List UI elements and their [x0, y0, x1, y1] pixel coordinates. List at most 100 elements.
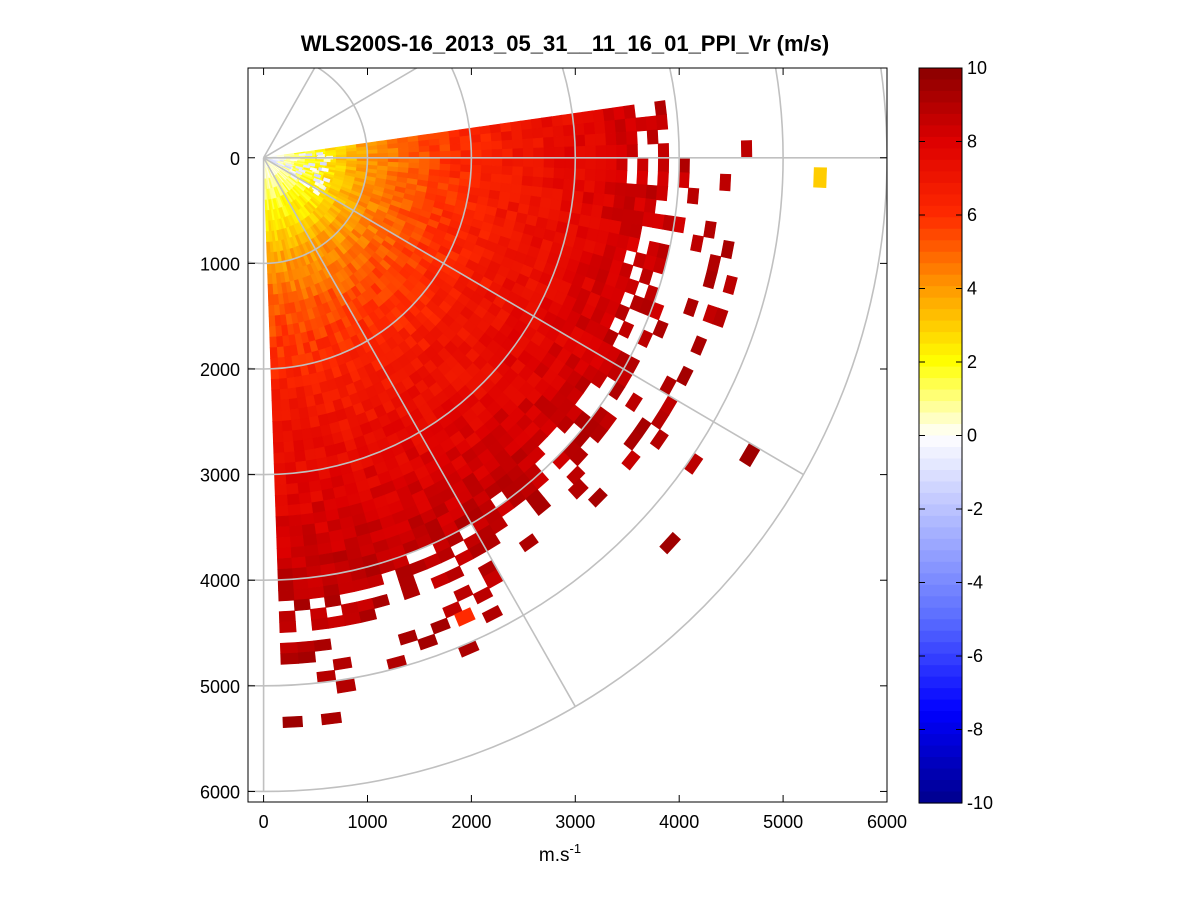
velocity-cell: [652, 319, 669, 339]
velocity-cell: [633, 197, 647, 213]
velocity-cell: [292, 588, 310, 601]
velocity-cell: [614, 118, 627, 134]
velocity-cell: [268, 315, 276, 327]
velocity-cell: [401, 584, 421, 601]
velocity-cell: [277, 357, 286, 369]
velocity-cell: [613, 105, 626, 121]
velocity-cell: [553, 136, 566, 148]
velocity-cell: [621, 449, 641, 471]
velocity-cell: [439, 163, 451, 172]
velocity-cell: [635, 116, 648, 132]
velocity-cell: [740, 140, 753, 159]
colorbar-band: [919, 653, 962, 666]
velocity-cell: [450, 150, 462, 159]
colorbar-band: [919, 205, 962, 218]
colorbar-band: [919, 584, 962, 597]
colorbar-tick-label: 10: [967, 58, 987, 78]
velocity-cell: [265, 210, 269, 222]
velocity-cell: [595, 157, 607, 171]
velocity-cell: [271, 158, 279, 160]
velocity-cell: [298, 153, 306, 156]
velocity-cell: [429, 144, 441, 153]
velocity-cell: [552, 125, 565, 138]
velocity-cell: [532, 137, 545, 149]
velocity-cell: [377, 148, 389, 155]
velocity-cell: [275, 515, 290, 528]
colorbar-band: [919, 711, 962, 724]
velocity-cell: [554, 146, 566, 159]
colorbar-band: [919, 263, 962, 276]
velocity-cell: [270, 368, 280, 380]
velocity-cell: [657, 171, 669, 187]
velocity-cell: [573, 179, 586, 193]
colorbar-band: [919, 182, 962, 195]
velocity-cell: [269, 347, 278, 359]
velocity-cell: [279, 399, 290, 411]
plot-area: 0 1000 2000 3000 4000 5000 6000 0 1000 2000 3000 4…: [200, 67, 907, 832]
colorbar-band: [919, 734, 962, 747]
velocity-cell: [284, 462, 297, 475]
velocity-cell: [574, 168, 586, 181]
velocity-cell: [285, 472, 298, 485]
velocity-cell: [308, 162, 316, 167]
velocity-cell: [301, 523, 316, 537]
velocity-cell: [273, 441, 285, 454]
velocity-cell: [677, 172, 690, 189]
colorbar-tick-label: -4: [967, 573, 983, 593]
velocity-cell: [520, 185, 533, 197]
velocity-cell: [299, 502, 314, 516]
x-axis-label-base: m.s: [539, 845, 570, 866]
velocity-cell: [564, 146, 576, 159]
colorbar-band: [919, 607, 962, 620]
polar-grid-spoke: [263, 68, 419, 159]
velocity-cell: [283, 356, 293, 369]
velocity-cell: [556, 415, 575, 434]
velocity-cell: [551, 188, 564, 201]
velocity-cell: [277, 367, 287, 380]
colorbar-band: [919, 630, 962, 643]
velocity-cell: [582, 110, 595, 124]
velocity-cell: [459, 135, 472, 145]
velocity-cell: [690, 234, 704, 253]
velocity-cell: [286, 493, 300, 506]
velocity-cell: [266, 262, 272, 275]
velocity-cell: [590, 370, 608, 389]
velocity-cell: [271, 389, 281, 401]
velocity-cell: [522, 166, 534, 178]
velocity-cell: [469, 172, 482, 182]
velocity-cell: [500, 130, 513, 142]
colorbar-band: [919, 102, 962, 115]
velocity-cell: [491, 140, 503, 150]
velocity-cell: [511, 129, 524, 141]
velocity-cell: [320, 711, 343, 726]
velocity-cell: [288, 525, 304, 538]
velocity-cell: [602, 107, 616, 122]
velocity-cell: [512, 166, 524, 177]
velocity-cell: [366, 149, 379, 155]
velocity-cell: [313, 638, 332, 652]
velocity-cell: [592, 192, 605, 207]
velocity-cell: [449, 164, 462, 173]
velocity-cell: [286, 377, 296, 390]
velocity-cell: [282, 715, 304, 729]
velocity-cell: [460, 150, 472, 159]
colorbar-ticks: 10 8 6 4 2 0 -2 -4 -6 -8 -10: [919, 58, 993, 813]
velocity-cell: [623, 104, 636, 120]
velocity-cell: [574, 146, 586, 159]
x-tick-label: 1000: [347, 812, 387, 832]
colorbar-tick-label: -8: [967, 720, 983, 740]
velocity-cell: [275, 336, 284, 348]
velocity-cell: [522, 147, 535, 159]
velocity-cell: [407, 140, 420, 148]
colorbar-band: [919, 194, 962, 207]
velocity-cell: [309, 167, 318, 172]
polar-grid-spoke: [263, 157, 804, 476]
velocity-cell: [290, 546, 306, 559]
velocity-cell: [491, 157, 503, 167]
velocity-cell: [624, 183, 638, 198]
velocity-cell: [511, 175, 524, 186]
colorbar-band: [919, 573, 962, 586]
velocity-cell: [712, 307, 729, 328]
colorbar-tick-label: -6: [967, 646, 983, 666]
velocity-cell: [429, 163, 441, 171]
